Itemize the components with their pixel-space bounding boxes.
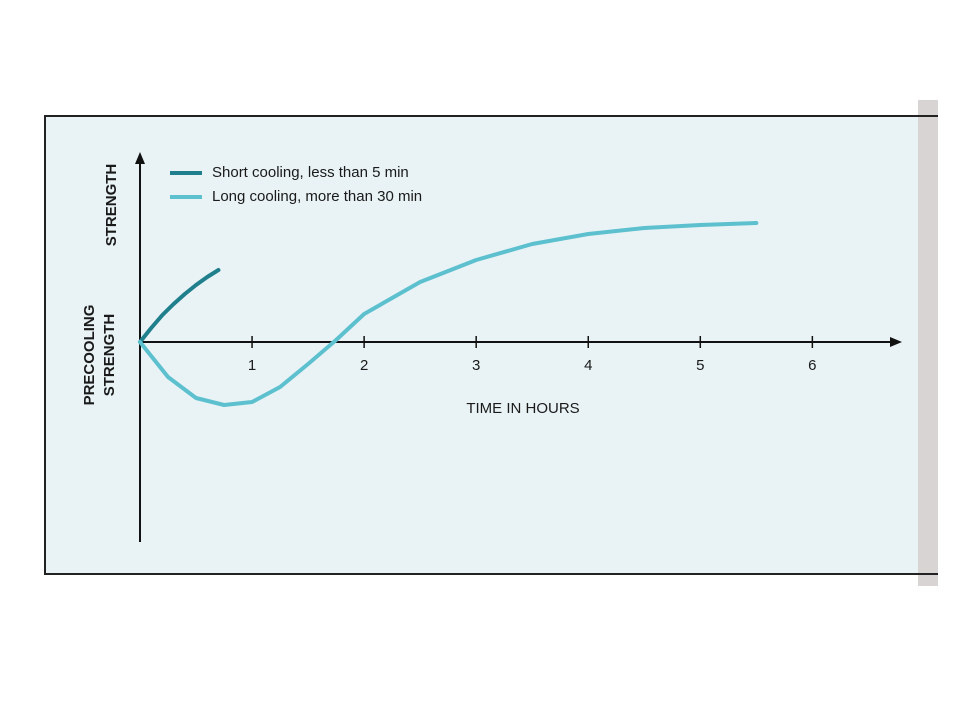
legend-label: Long cooling, more than 30 min <box>212 188 422 205</box>
y-axis-label: PRECOOLING <box>81 305 98 406</box>
y-axis-label: STRENGTH <box>101 314 118 397</box>
legend-label: Short cooling, less than 5 min <box>212 164 409 181</box>
x-tick-label: 2 <box>360 357 368 374</box>
x-tick-label: 3 <box>472 357 480 374</box>
x-tick-label: 6 <box>808 357 816 374</box>
y-axis-arrow <box>135 152 145 164</box>
x-tick-label: 1 <box>248 357 256 374</box>
figure-background <box>45 116 937 574</box>
x-tick-label: 5 <box>696 357 704 374</box>
x-tick-label: 4 <box>584 357 592 374</box>
y-axis-label: STRENGTH <box>103 164 120 247</box>
x-axis-label: TIME IN HOURS <box>466 400 579 417</box>
line <box>138 221 759 407</box>
figure-border <box>44 115 938 575</box>
x-axis-arrow <box>890 337 902 347</box>
page-edge <box>918 100 938 586</box>
line <box>138 268 221 344</box>
